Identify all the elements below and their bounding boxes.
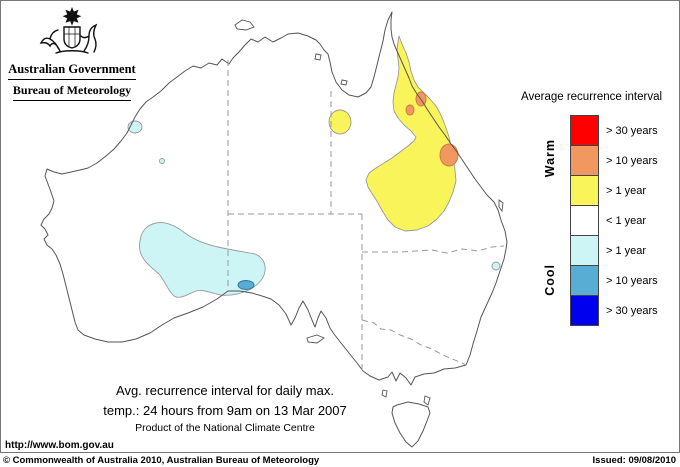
region-warm-gt10yr-spot-2: [405, 104, 415, 116]
legend-label: > 30 years: [606, 124, 658, 137]
legend: > 30 years > 10 years > 1 year < 1 year …: [570, 115, 658, 326]
caption-line-2: temp.: 24 hours from 9am on 13 Mar 2007: [103, 403, 347, 418]
region-cool-gt1yr-nsw-coast: [491, 261, 501, 271]
copyright-notice: © Commonwealth of Australia 2010, Austra…: [3, 455, 320, 466]
bureau-title: Bureau of Meteorology: [12, 83, 132, 101]
legend-row: > 30 years: [570, 295, 658, 326]
groote-eylandt: [314, 53, 322, 61]
legend-swatch-neutral: [570, 205, 599, 236]
legend-label: > 30 years: [606, 304, 658, 317]
melville-island: [234, 19, 255, 31]
issued-date: Issued: 09/08/2010: [592, 455, 676, 466]
map-caption: Avg. recurrence interval for daily max. …: [40, 383, 410, 434]
legend-row: > 1 year: [570, 175, 658, 206]
region-warm-gt1yr-nwqld-spot: [328, 109, 352, 135]
kangaroo-icon: [39, 29, 61, 52]
bom-url: http://www.bom.gov.au: [5, 440, 114, 451]
legend-row: > 10 years: [570, 145, 658, 176]
legend-warm-label: Warm: [543, 139, 557, 178]
legend-swatch-cool-gt30: [570, 295, 599, 326]
region-warm-gt1yr-qld-main: [365, 35, 457, 232]
fraser-island: [498, 199, 504, 213]
region-cool-gt1yr-southern-band: [138, 222, 266, 298]
caption-line-1: Avg. recurrence interval for daily max.: [116, 383, 334, 398]
shield-icon: [63, 26, 81, 49]
region-cool-gt1yr-wa-dot: [159, 158, 165, 164]
border-qld-nsw: [362, 245, 505, 254]
region-warm-gt10yr-spot-3: [439, 143, 459, 167]
legend-swatch-cool-gt1: [570, 235, 599, 266]
king-island: [381, 389, 388, 398]
coat-of-arms: [39, 7, 98, 54]
legend-swatch-warm-gt1: [570, 175, 599, 206]
legend-row: < 1 year: [570, 205, 658, 236]
caption-line-3: Product of the National Climate Centre: [135, 422, 315, 434]
legend-title: Average recurrence interval: [521, 91, 663, 103]
legend-swatch-cool-gt10: [570, 265, 599, 296]
legend-cool-label: Cool: [543, 264, 557, 296]
star-icon: [62, 7, 82, 26]
legend-swatch-warm-gt30: [570, 115, 599, 146]
legend-row: > 1 year: [570, 235, 658, 266]
mornington-island: [340, 79, 348, 86]
state-borders: [227, 60, 505, 371]
legend-swatch-warm-gt10: [570, 145, 599, 176]
region-cool-gt10yr-bight-spot: [237, 280, 255, 290]
legend-label: > 1 year: [606, 184, 647, 197]
legend-label: > 10 years: [606, 154, 658, 167]
emu-icon: [80, 23, 98, 53]
coastline: [40, 11, 508, 386]
gov-title: Australian Government: [8, 62, 136, 80]
legend-row: > 30 years: [570, 115, 658, 146]
australia-mainland: [41, 12, 507, 385]
legend-label: > 1 year: [606, 244, 647, 257]
kangaroo-island: [306, 334, 325, 344]
legend-row: > 10 years: [570, 265, 658, 296]
legend-label: < 1 year: [606, 214, 647, 227]
header-titles: Australian Government Bureau of Meteorol…: [4, 60, 140, 101]
flinders-island: [423, 395, 431, 406]
border-nsw-vic: [361, 319, 467, 366]
tasmania: [391, 401, 431, 448]
legend-label: > 10 years: [606, 274, 658, 287]
